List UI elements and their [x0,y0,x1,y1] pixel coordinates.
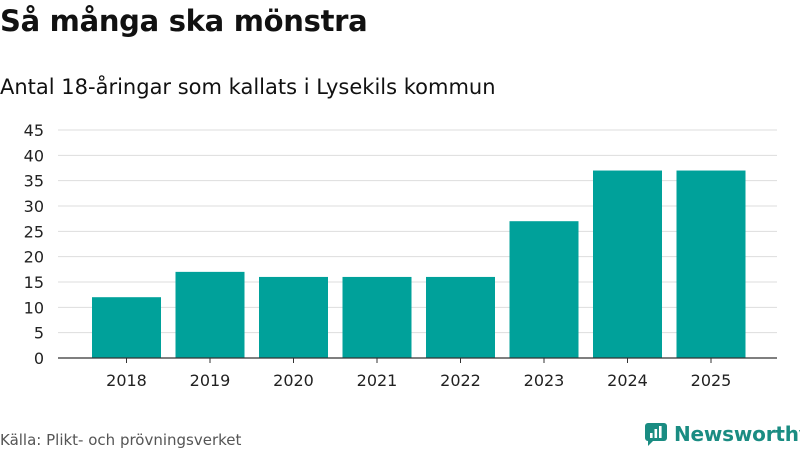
brand-logo: Newsworthy [644,421,800,447]
x-tick-label: 2018 [106,371,147,390]
chart-title: Så många ska mönstra [0,4,368,38]
x-tick-label: 2022 [440,371,481,390]
y-tick-label: 25 [24,222,44,241]
gridlines [58,129,777,334]
brand-name: Newsworthy [674,422,800,446]
bar-2019 [175,271,245,358]
y-tick-label: 30 [24,197,44,216]
chart-subtitle: Antal 18-åringar som kallats i Lysekils … [0,75,496,99]
bar-2023 [509,221,579,358]
x-tick-label: 2024 [607,371,648,390]
bar-2022 [426,276,495,358]
y-tick-label: 10 [24,298,44,317]
x-tick-label: 2023 [524,371,565,390]
y-tick-label: 45 [24,121,44,140]
x-tick-label: 2025 [691,371,732,390]
x-tick-label: 2020 [273,371,314,390]
bar-2021 [342,276,412,358]
bar-2018 [92,297,161,358]
bar-2025 [676,170,746,358]
bar-2024 [593,170,662,358]
x-tick-label: 2019 [190,371,231,390]
bars [92,170,746,358]
source-note: Källa: Plikt- och prövningsverket [0,431,242,449]
y-tick-label: 20 [24,248,44,267]
newsworthy-logo-icon [644,422,668,446]
y-tick-label: 35 [24,172,44,191]
y-tick-label: 40 [24,146,44,165]
x-axis-ticks: 2018 2019 2020 2021 2022 2023 2024 2025 [106,358,731,390]
y-tick-label: 15 [24,273,44,292]
y-axis-ticks: 0 5 10 15 20 25 30 35 40 45 [24,121,44,368]
y-tick-label: 0 [34,349,44,368]
bar-2020 [259,276,328,358]
y-tick-label: 5 [34,324,44,343]
x-tick-label: 2021 [357,371,398,390]
